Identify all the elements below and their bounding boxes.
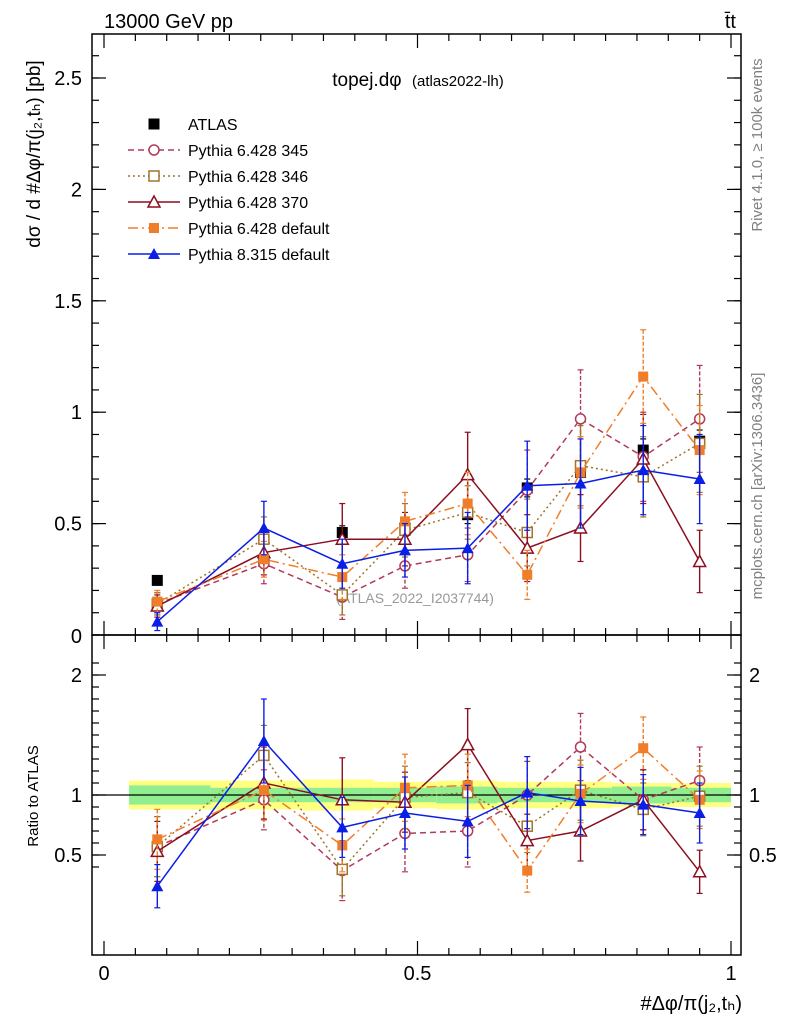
legend-marker [148,118,160,130]
mcplots-label: mcplots.cern.ch [arXiv:1306.3436] [749,373,766,600]
series-line [156,442,701,605]
series-atlas [151,429,706,586]
plot-title-main: topej.dφ [332,70,401,91]
data-point [519,833,535,847]
data-point [522,865,533,876]
rivet-label: Rivet 4.1.0, ≥ 100k events [749,58,766,231]
data-point [461,815,474,827]
legend-label: Pythia 6.428 default [188,221,330,238]
legend-marker [149,223,159,233]
data-point [574,413,587,425]
data-point [638,743,649,754]
main-ytick-label: 2 [71,179,82,201]
series-pythia-8-315-default [151,698,706,909]
data-point [258,785,269,796]
legend-item: Pythia 8.315 default [128,247,330,264]
data-point [522,569,533,580]
series-pythia-8-315-default [151,424,706,632]
data-point [462,498,473,509]
legend-marker [148,144,160,156]
legend-marker [146,194,162,208]
data-point [150,843,165,858]
data-point [398,544,411,556]
x-tick-label: 0.5 [404,963,432,985]
series-line [156,457,701,607]
data-point [152,834,163,845]
main-ytick-label: 1.5 [54,291,82,313]
main-ytick-label-zero: 0 [71,626,82,648]
data-point [574,795,587,806]
data-point [336,557,349,569]
legend-label: Pythia 6.428 370 [188,195,308,212]
legend-item: Pythia 6.428 370 [128,194,308,212]
data-point [521,786,534,798]
legend-label: ATLAS [188,117,238,134]
ratio-ytick-label-right: 0.5 [749,845,777,867]
legend-label: Pythia 6.428 345 [188,143,308,160]
x-tick-label: 0 [98,963,109,985]
data-point [693,473,706,485]
series-line [156,747,701,872]
data-point [151,615,164,627]
data-point [692,864,707,878]
series-pythia-6-428-default [152,329,705,614]
main-ytick-label: 2.5 [54,68,82,90]
data-point [637,798,650,810]
data-point [151,880,164,892]
legend-item: Pythia 6.428 346 [128,169,308,186]
legend-label: Pythia 8.315 default [188,247,330,264]
data-point [692,553,707,568]
main-series [150,329,707,632]
data-point [257,735,270,746]
main-ytick-label: 1 [71,402,82,424]
data-point [460,737,475,751]
ratio-plot-frame: 0.5 1 2 0.5 1 2 0 0.5 1 [54,634,777,985]
series-line [157,417,701,605]
legend-label: Pythia 6.428 346 [188,169,308,186]
legend-item: ATLAS [148,117,238,134]
ratio-ytick-label: 2 [71,665,82,687]
data-point [461,542,474,554]
y-axis-label-top: dσ / d #Δφ/π(j₂,tₕ) [pb] [24,60,45,247]
header-left: 13000 GeV pp [104,11,233,33]
data-point [638,371,649,382]
data-point [574,477,587,489]
data-point [257,522,270,534]
data-point [336,821,349,833]
ratio-ytick-label: 0.5 [54,845,82,867]
ratio-ytick-label-right: 1 [749,785,760,807]
x-axis-label: #Δφ/π(j₂,tₕ) [640,993,742,1015]
ratio-series [150,698,707,909]
watermark: (ATLAS_2022_I2037744) [336,590,494,606]
data-point [521,479,534,491]
series-line [156,739,700,887]
y-axis-label-bottom: Ratio to ATLAS [25,745,42,846]
legend: ATLAS Pythia 6.428 345 Pythia 6.428 346 Pyt… [128,117,330,264]
series-pythia-6-428-345 [151,364,706,621]
x-tick-label: 1 [725,963,736,985]
legend-marker [148,170,160,182]
series-line [157,375,701,603]
legend-marker [148,248,160,259]
legend-item: Pythia 6.428 default [128,221,330,238]
data-point [152,596,163,607]
data-point [258,554,269,565]
ratio-ytick-label: 1 [71,785,82,807]
plot-title: topej.dφ (atlas2022-lh) [332,70,504,91]
series-pythia-6-428-346 [151,393,706,616]
data-point [151,574,163,586]
data-point [574,741,587,753]
data-point [693,807,706,818]
header-right: t̄t [724,11,736,33]
data-point [398,807,411,818]
series-line [156,746,700,872]
ratio-ytick-label-right: 2 [749,665,760,687]
legend-item: Pythia 6.428 345 [128,143,308,160]
main-ytick-label: 0.5 [54,514,82,536]
plot-title-sub: (atlas2022-lh) [412,73,504,90]
series-pythia-6-428-370 [150,413,707,618]
data-point [399,516,410,527]
data-point [637,464,650,476]
